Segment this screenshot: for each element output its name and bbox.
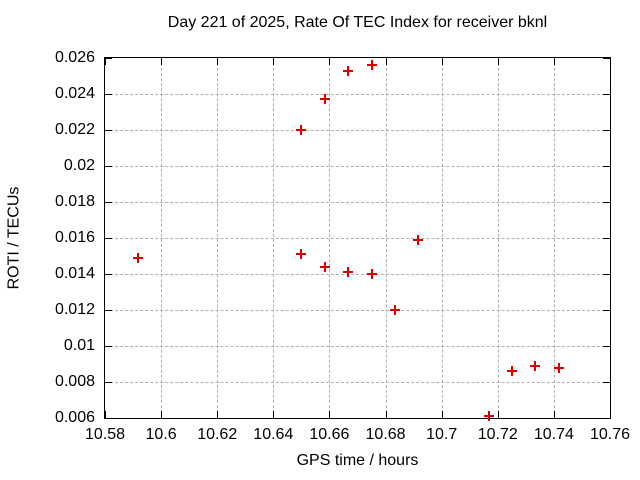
chart-title: Day 221 of 2025, Rate Of TEC Index for r… (167, 14, 548, 31)
data-point-marker (506, 366, 517, 377)
h-gridline (105, 346, 610, 347)
tick-mark (105, 346, 112, 347)
tick-mark (553, 58, 555, 65)
tick-mark (161, 58, 163, 65)
tick-mark (385, 411, 387, 418)
data-point-marker (296, 125, 307, 135)
y-tick-label: 0.024 (54, 85, 95, 102)
h-gridline (105, 94, 610, 95)
h-gridline (105, 238, 610, 239)
tick-mark (105, 94, 112, 95)
h-gridline (105, 130, 610, 131)
tick-mark (105, 274, 112, 275)
tick-mark (603, 166, 610, 167)
tick-mark (105, 202, 112, 203)
x-tick-label: 10.74 (533, 426, 574, 443)
x-tick-label: 10.72 (477, 426, 518, 443)
x-tick-label: 10.68 (365, 426, 406, 443)
tick-mark (603, 238, 610, 239)
data-point-marker (389, 305, 400, 315)
tick-mark (603, 310, 610, 311)
y-tick-label: 0.02 (63, 157, 95, 174)
tick-mark (603, 94, 610, 95)
x-tick-label: 10.58 (84, 426, 126, 443)
h-gridline (105, 202, 610, 203)
y-tick-label: 0.008 (54, 373, 95, 390)
tick-mark (105, 418, 112, 419)
tick-mark (603, 58, 610, 59)
data-point-marker (366, 269, 377, 279)
tick-mark (105, 411, 106, 418)
h-gridline (105, 274, 610, 275)
tick-mark (603, 202, 610, 203)
data-point-marker (319, 261, 330, 272)
plot-area (104, 57, 611, 422)
data-point-marker (343, 267, 354, 278)
tick-mark (603, 382, 610, 383)
y-tick-label: 0.018 (54, 193, 95, 210)
tick-mark (610, 411, 611, 418)
tick-mark (273, 58, 275, 65)
data-point-marker (296, 249, 307, 260)
x-tick-label: 10.64 (253, 426, 294, 443)
tick-mark (610, 58, 611, 65)
tick-mark (497, 411, 499, 418)
x-tick-label: 10.6 (145, 426, 177, 443)
y-tick-label: 0.01 (63, 337, 95, 354)
tick-mark (385, 58, 387, 65)
tick-mark (105, 130, 112, 131)
data-point-marker (343, 65, 354, 76)
tick-mark (217, 411, 219, 418)
tick-mark (603, 418, 610, 419)
tick-mark (105, 382, 112, 383)
h-gridline (105, 166, 610, 167)
x-tick-label: 10.76 (589, 426, 631, 443)
tick-mark (441, 58, 443, 65)
tick-mark (441, 411, 443, 418)
data-point-marker (530, 360, 541, 371)
tick-mark (603, 274, 610, 275)
tick-mark (105, 58, 106, 65)
y-tick-label: 0.006 (54, 409, 95, 426)
h-gridline (105, 310, 610, 311)
data-point-marker (483, 411, 494, 422)
data-point-marker (553, 362, 564, 373)
tick-mark (105, 238, 112, 239)
x-axis-label: GPS time / hours (296, 452, 419, 469)
data-point-marker (319, 94, 330, 105)
y-tick-label: 0.016 (54, 229, 95, 246)
h-gridline (105, 382, 610, 383)
tick-mark (161, 411, 163, 418)
tick-mark (497, 58, 499, 65)
y-tick-label: 0.022 (54, 121, 95, 138)
tick-mark (273, 411, 275, 418)
x-tick-label: 10.7 (426, 426, 458, 443)
tick-mark (603, 346, 610, 347)
y-tick-label: 0.014 (54, 265, 95, 282)
tick-mark (105, 310, 112, 311)
tick-mark (329, 411, 331, 418)
y-tick-label: 0.012 (54, 301, 95, 318)
data-point-marker (366, 60, 377, 71)
x-tick-label: 10.66 (309, 426, 350, 443)
tick-mark (553, 411, 555, 418)
x-tick-label: 10.62 (197, 426, 238, 443)
tick-mark (329, 58, 331, 65)
tick-mark (105, 166, 112, 167)
tick-mark (603, 130, 610, 131)
y-tick-label: 0.026 (54, 49, 95, 66)
data-point-marker (413, 234, 424, 245)
data-point-marker (132, 252, 143, 263)
tick-mark (105, 58, 112, 59)
tick-mark (217, 58, 219, 65)
